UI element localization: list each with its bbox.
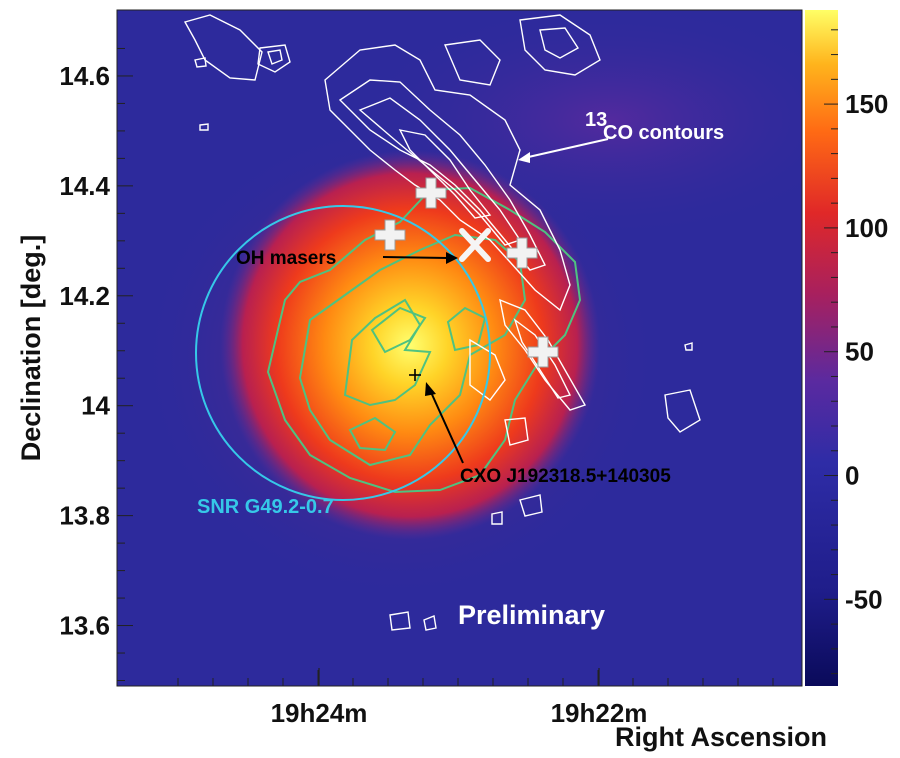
cxo-marker bbox=[409, 369, 421, 381]
colorbar-tick-label: 0 bbox=[845, 461, 859, 491]
plot-area: 13 CO contours OH masers CXO J192318.5+1… bbox=[117, 10, 802, 686]
preliminary-label: Preliminary bbox=[458, 600, 605, 630]
x-marker bbox=[459, 228, 491, 262]
annotation-arrows bbox=[382, 138, 609, 464]
y-tick-label: 14.4 bbox=[59, 171, 110, 201]
y-tick-label: 14.6 bbox=[59, 61, 110, 91]
co-contours-label: CO contours bbox=[603, 122, 724, 144]
colorbar bbox=[805, 10, 838, 686]
colorbar-tick-label: 100 bbox=[845, 213, 888, 243]
green-contours bbox=[266, 186, 582, 494]
maser-cross-2 bbox=[374, 219, 406, 251]
co-label-superscript: 13 bbox=[585, 109, 607, 131]
y-axis: 14.6 14.4 14.2 14 13.8 13.6 bbox=[59, 47, 133, 682]
colorbar-tick-label: 50 bbox=[845, 337, 874, 367]
y-axis-title: Declination [deg.] bbox=[16, 235, 46, 462]
x-axis: 19h24m 19h22m bbox=[177, 668, 774, 728]
maser-cross-4 bbox=[527, 336, 559, 368]
maser-cross-1 bbox=[415, 177, 447, 209]
oh-masers-label: OH masers bbox=[236, 248, 336, 269]
y-tick-label: 14.2 bbox=[59, 281, 110, 311]
x-tick-label: 19h24m bbox=[271, 698, 368, 728]
maser-cross-3 bbox=[506, 237, 538, 269]
x-axis-title: Right Ascension bbox=[615, 722, 827, 752]
snr-circle bbox=[195, 205, 491, 501]
oh-maser-markers bbox=[374, 177, 559, 368]
x-tick-label: 19h22m bbox=[551, 698, 648, 728]
colorbar-tick-label: 150 bbox=[845, 89, 888, 119]
y-tick-label: 13.6 bbox=[59, 611, 110, 641]
y-tick-label: 13.8 bbox=[59, 501, 110, 531]
y-tick-label: 14 bbox=[81, 391, 110, 421]
colorbar-tick-label: -50 bbox=[845, 584, 883, 614]
snr-label: SNR G49.2-0.7 bbox=[197, 496, 334, 518]
plot-frame bbox=[116, 9, 803, 687]
colorbar-axis: 150 100 50 0 -50 bbox=[824, 29, 888, 675]
cxo-label: CXO J192318.5+140305 bbox=[460, 466, 671, 487]
